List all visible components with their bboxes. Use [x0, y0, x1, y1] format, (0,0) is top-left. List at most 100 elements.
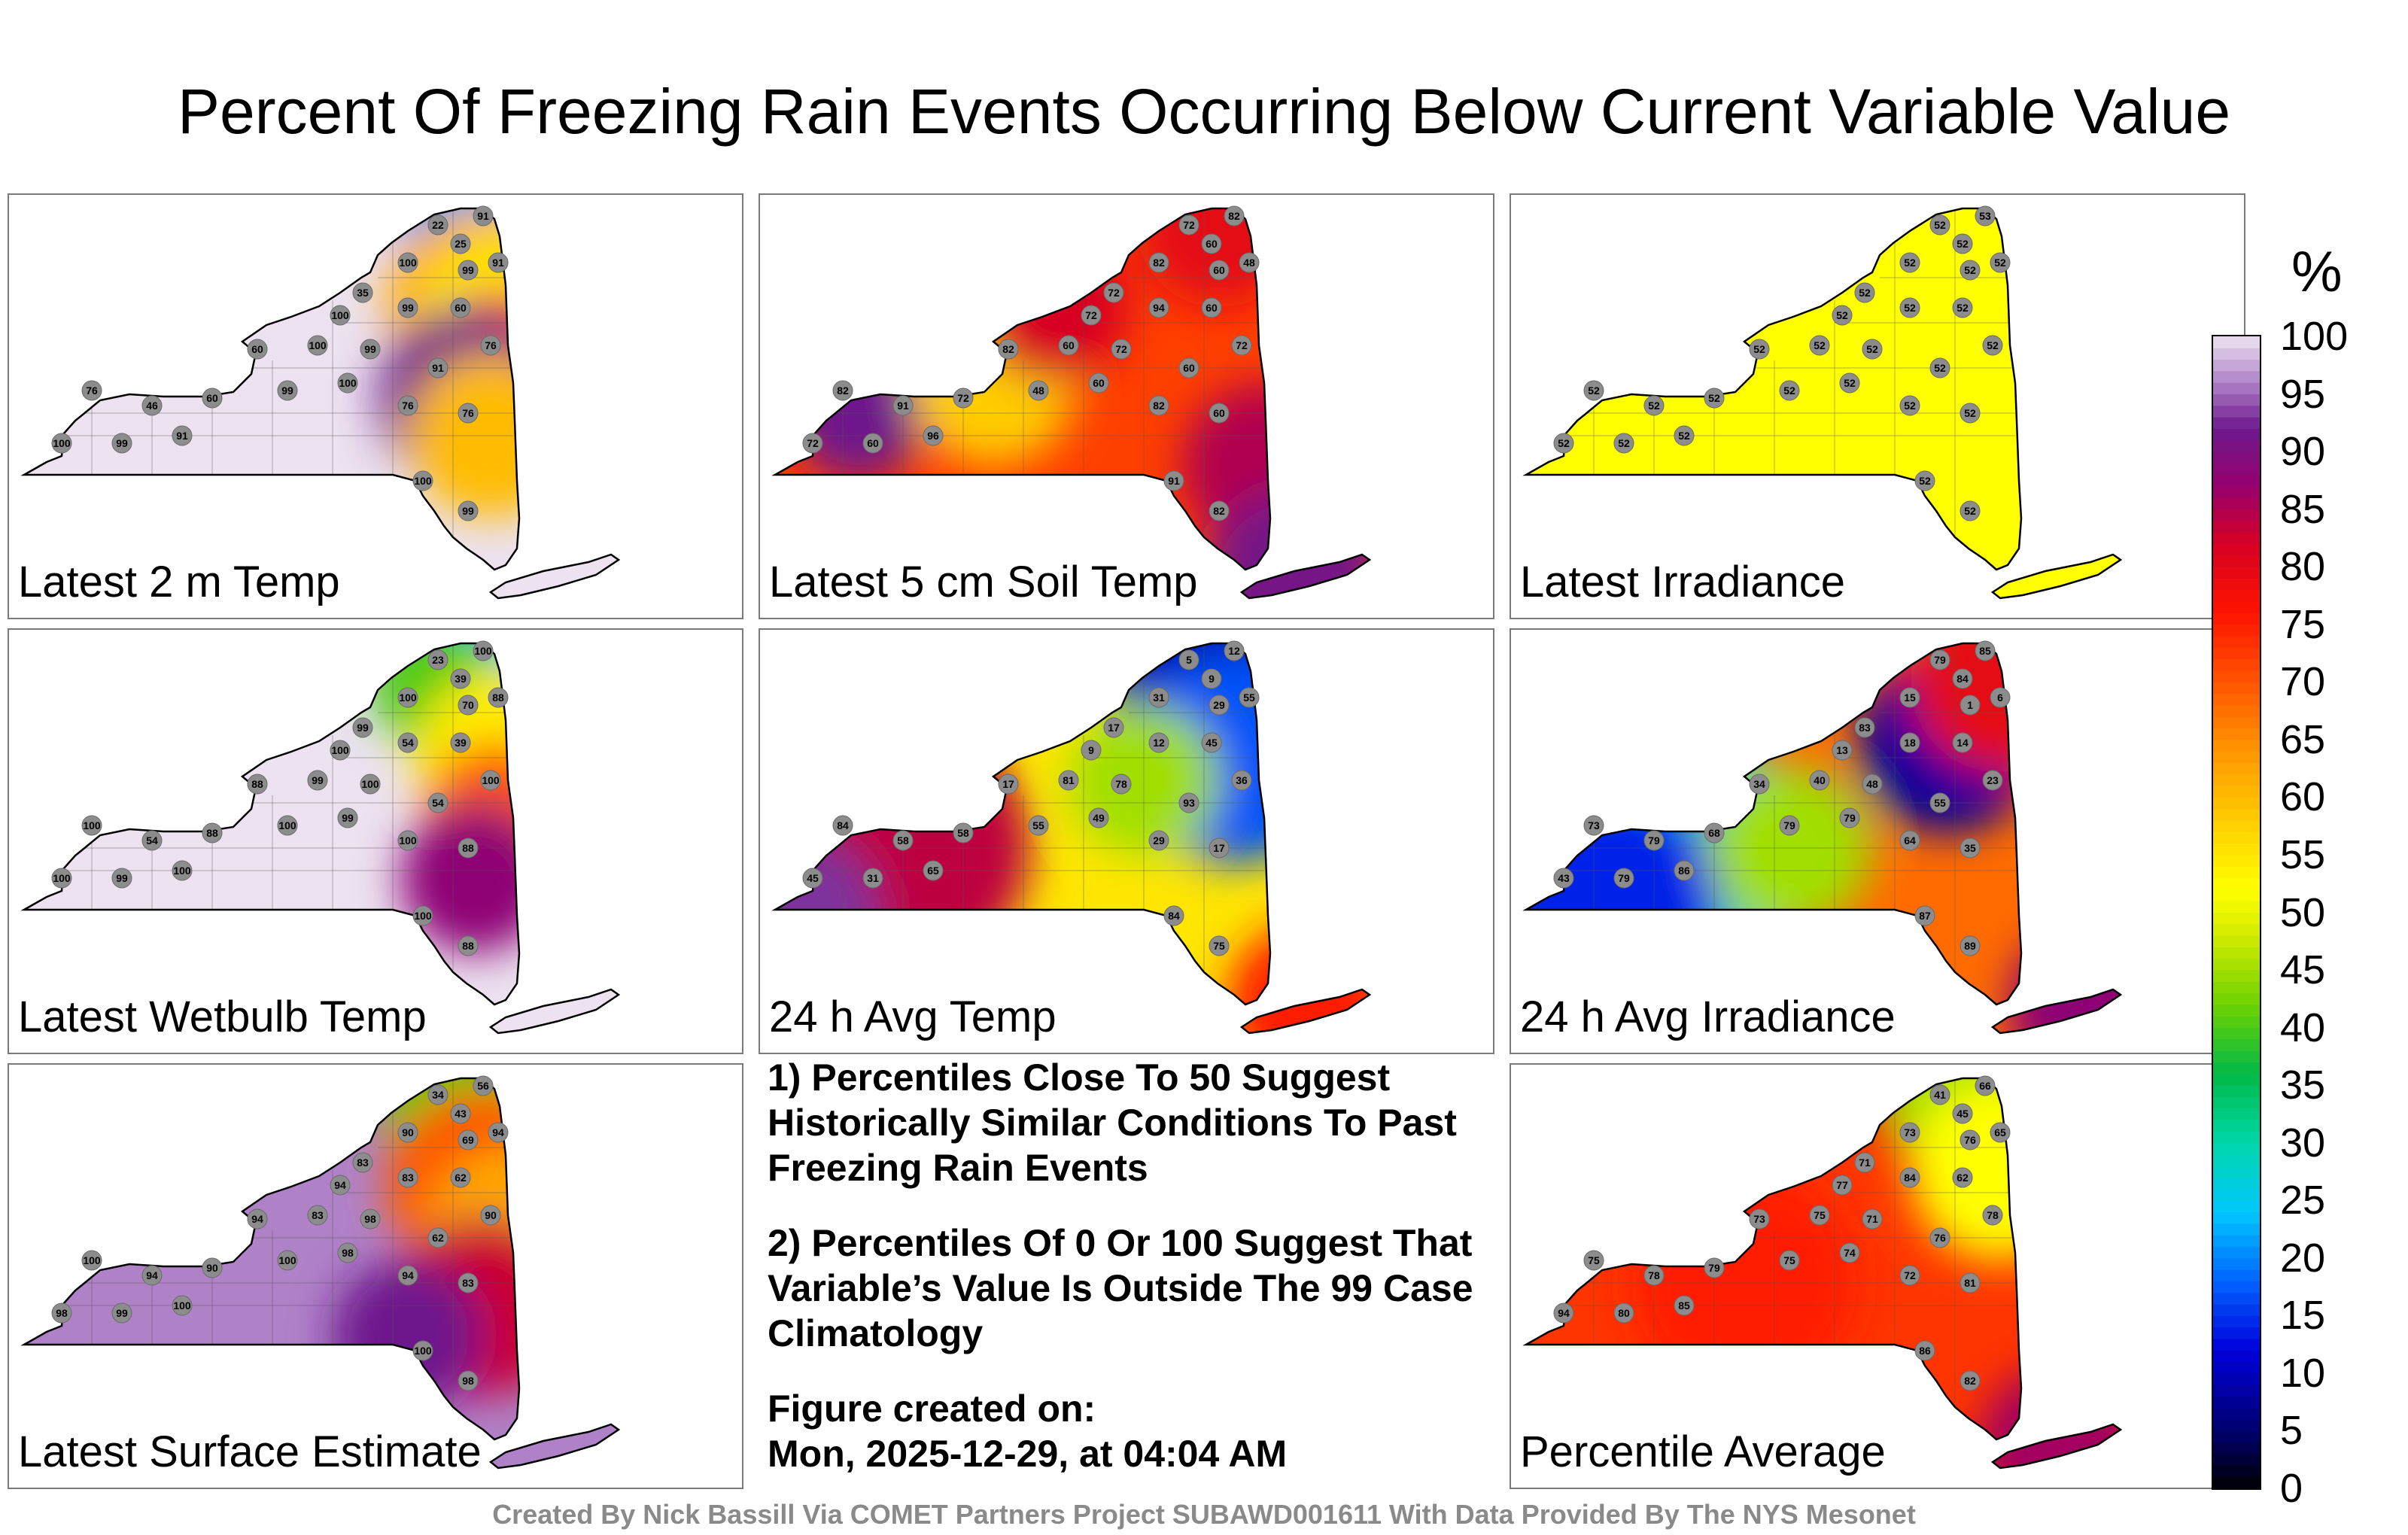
station-marker	[307, 770, 328, 791]
station-marker	[473, 640, 494, 661]
station-marker	[51, 433, 72, 454]
station-marker	[1779, 1250, 1800, 1271]
panel-label: Latest 2 m Temp	[18, 558, 340, 606]
station-marker	[1809, 770, 1830, 791]
station-marker	[1990, 687, 2011, 708]
station-value: 53	[1979, 210, 1991, 222]
station-value: 68	[1708, 827, 1720, 839]
colorbar-segment	[2213, 543, 2260, 556]
colorbar-segment	[2213, 1073, 2260, 1086]
colorbar-segment	[2213, 624, 2260, 637]
station-value: 84	[1904, 1172, 1916, 1184]
station-value: 62	[432, 1232, 444, 1244]
station-marker	[832, 815, 853, 836]
station-marker	[412, 470, 433, 491]
station-value: 29	[1213, 699, 1225, 711]
station-value: 55	[1032, 819, 1044, 831]
station-marker	[1613, 433, 1634, 454]
station-marker	[1899, 732, 1920, 753]
station-marker	[458, 403, 479, 424]
station-value: 98	[342, 1247, 354, 1259]
colorbar-segment	[2213, 1096, 2260, 1109]
station-marker	[923, 425, 944, 446]
station-marker	[427, 1084, 448, 1105]
station-marker	[1111, 339, 1132, 360]
station-value: 75	[1213, 940, 1225, 952]
station-marker	[397, 687, 418, 708]
station-marker	[1929, 357, 1950, 378]
station-value: 52	[1934, 219, 1946, 231]
station-value: 100	[414, 475, 432, 487]
station-value: 1	[1967, 699, 1973, 711]
station-value: 94	[251, 1213, 263, 1225]
colorbar-tick: 10	[2280, 1350, 2326, 1396]
panel-24h-avg-irradiance: 79 84 85 83 15 1 6 13 18 14 23 34 40 48 55 73 79 68 79 79 64…	[1510, 628, 2245, 1054]
station-marker	[1975, 1075, 1996, 1096]
colorbar-segment	[2213, 912, 2260, 925]
station-marker	[1553, 1302, 1574, 1324]
colorbar-unit: %	[2291, 240, 2343, 304]
station-value: 86	[1678, 865, 1690, 877]
station-value: 60	[1206, 302, 1218, 314]
colorbar-segment	[2213, 901, 2260, 913]
colorbar-segment	[2213, 1050, 2260, 1063]
station-value: 80	[1618, 1307, 1630, 1319]
station-value: 15	[1904, 692, 1916, 704]
station-marker	[1643, 395, 1665, 416]
station-marker	[1209, 260, 1230, 281]
footer-credit: Created By Nick Bassill Via COMET Partne…	[492, 1499, 1916, 1530]
station-marker	[1058, 335, 1079, 356]
colorbar-segment	[2213, 1476, 2260, 1489]
station-value: 72	[1108, 287, 1120, 299]
colorbar-segment	[2213, 1027, 2260, 1040]
station-marker	[360, 339, 381, 360]
station-marker	[1914, 1340, 1935, 1361]
station-marker	[1103, 717, 1124, 738]
station-marker	[802, 433, 823, 454]
state-outline	[488, 553, 621, 600]
colorbar-segment	[2213, 762, 2260, 775]
station-value: 52	[1987, 339, 1999, 351]
station-value: 98	[462, 1375, 474, 1387]
station-value: 79	[1618, 872, 1630, 884]
station-value: 81	[1964, 1277, 1976, 1289]
station-value: 98	[56, 1307, 68, 1319]
station-marker	[330, 740, 351, 761]
station-value: 22	[432, 219, 444, 231]
station-value: 52	[1919, 475, 1931, 487]
colorbar-segment	[2213, 947, 2260, 959]
panel-label: Latest Irradiance	[1520, 558, 1846, 606]
colorbar-segment	[2213, 682, 2260, 695]
station-value: 99	[312, 774, 324, 786]
station-value: 84	[837, 819, 849, 831]
station-value: 70	[462, 699, 474, 711]
station-marker	[111, 433, 132, 454]
station-marker	[1960, 935, 1981, 956]
colorbar-segment	[2213, 970, 2260, 982]
station-marker	[862, 868, 883, 889]
station-marker	[1674, 860, 1695, 881]
colorbar-segment	[2213, 1361, 2260, 1374]
station-marker	[998, 339, 1019, 360]
station-value: 52	[1956, 238, 1969, 250]
colorbar-segment	[2213, 889, 2260, 901]
station-marker	[1854, 717, 1875, 738]
station-marker	[330, 305, 351, 326]
station-marker	[141, 1265, 163, 1286]
station-value: 66	[1979, 1080, 1991, 1092]
station-marker	[1178, 792, 1199, 813]
station-value: 52	[1844, 377, 1856, 389]
colorbar-segment	[2213, 923, 2260, 936]
colorbar-segment	[2213, 958, 2260, 971]
station-marker	[1148, 732, 1169, 753]
station-marker	[1899, 1167, 1920, 1188]
panel-latest-5cm-soil-temp: 72 60 82 72 82 60 48 72 94 60 72 82 60 72 60 82 91 72 48 60…	[759, 193, 1494, 619]
colorbar-segment	[2213, 405, 2260, 418]
station-value: 91	[492, 257, 504, 269]
station-value: 100	[173, 1299, 191, 1312]
colorbar-segment	[2213, 532, 2260, 545]
station-value: 90	[206, 1262, 218, 1274]
colorbar-segment	[2213, 1419, 2260, 1431]
station-marker	[1899, 830, 1920, 851]
station-value: 48	[1243, 257, 1255, 269]
